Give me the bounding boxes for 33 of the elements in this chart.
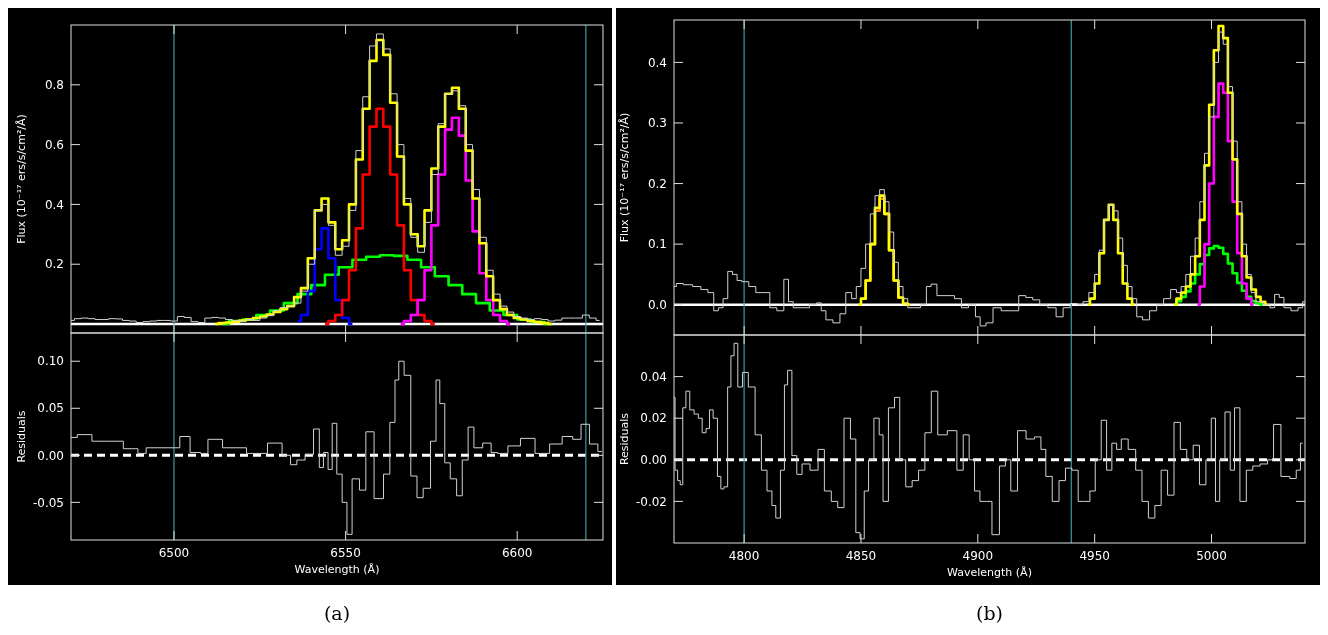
x-tick-label: 5000 xyxy=(1196,549,1227,563)
y-tick-label: 0.2 xyxy=(44,257,64,272)
y-tick-label: 0.04 xyxy=(640,369,667,384)
y-tick-label: 0.4 xyxy=(44,197,64,212)
y-tick-label: 0.0 xyxy=(647,297,667,312)
x-tick-label: 4950 xyxy=(1079,549,1110,563)
y-tick-label: 0.8 xyxy=(44,78,64,93)
y-tick-label: 0.6 xyxy=(44,137,64,152)
x-tick-label: 6500 xyxy=(158,546,190,560)
y-tick-label: 0.05 xyxy=(37,401,64,416)
y-tick-label: 0.2 xyxy=(647,176,667,191)
x-tick-label: 6600 xyxy=(501,546,533,560)
y-tick-label: 0.00 xyxy=(37,448,64,463)
x-tick-label: 4900 xyxy=(962,549,994,563)
y-tick-label: 0.1 xyxy=(647,237,667,252)
y-tick-label: 0.00 xyxy=(640,453,667,467)
x-axis-title: Wavelength (Å) xyxy=(294,563,380,576)
text: (a) xyxy=(323,602,351,624)
y-axis-title: Flux (10⁻¹⁷ ers/s/cm²/Å) xyxy=(618,112,631,243)
y-tick-label: 0.02 xyxy=(640,411,667,426)
y-axis-title: Residuals xyxy=(618,412,631,466)
x-tick-label: 4850 xyxy=(845,549,877,563)
y-tick-label: 0.3 xyxy=(647,116,667,131)
y-tick-label: 0.10 xyxy=(37,354,64,369)
x-tick-label: 6550 xyxy=(330,546,361,560)
x-tick-label: 4800 xyxy=(728,549,760,563)
y-axis-title: Flux (10⁻¹⁷ ers/s/cm²/Å) xyxy=(15,114,28,244)
text: (b) xyxy=(976,602,1003,624)
x-axis-title: Wavelength (Å) xyxy=(947,566,1032,579)
y-axis-title: Residuals xyxy=(15,410,28,463)
y-tick-label: -0.02 xyxy=(635,494,667,509)
y-tick-label: -0.05 xyxy=(32,495,64,510)
y-tick-label: 0.4 xyxy=(647,55,667,70)
